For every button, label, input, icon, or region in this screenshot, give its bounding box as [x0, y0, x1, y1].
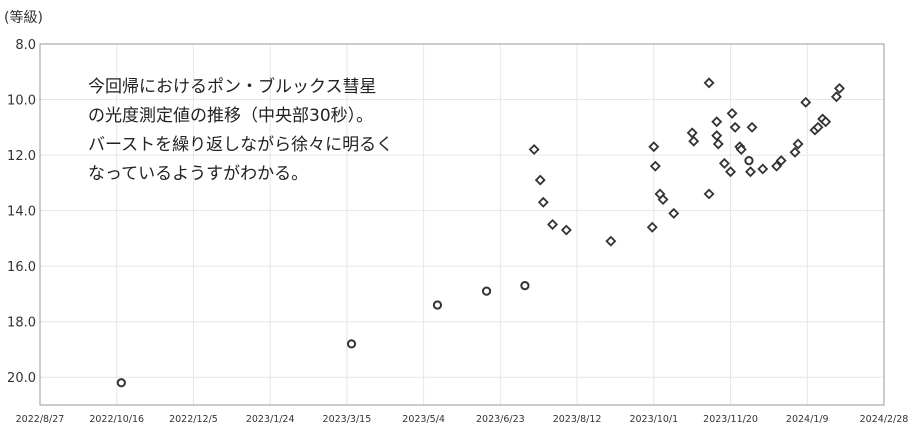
data-point [775, 155, 787, 167]
data-point [703, 188, 715, 200]
data-point [346, 339, 357, 349]
y-tick-label: 10.0 [7, 94, 36, 109]
data-point [789, 146, 801, 158]
y-tick-labels: 8.0 10.0 12.0 14.0 16.0 18.0 20.0 [7, 38, 36, 386]
x-tick-label: 2022/8/27 [16, 414, 65, 425]
data-point [745, 166, 756, 178]
x-tick-label: 2024/1/9 [786, 414, 829, 425]
data-point [686, 127, 698, 139]
data-point [520, 280, 530, 291]
x-tick-label: 2023/3/15 [323, 414, 372, 425]
data-point [560, 224, 572, 236]
data-point [712, 138, 724, 150]
annotation-line-1: 今回帰におけるポン・ブルックス彗星 [88, 76, 377, 97]
y-tick-label: 12.0 [7, 149, 36, 164]
data-point [537, 196, 549, 208]
data-point [735, 144, 747, 155]
data-point [800, 96, 812, 108]
data-point [534, 174, 546, 186]
y-tick-label: 20.0 [7, 371, 36, 386]
data-point [711, 116, 723, 128]
data-point [646, 221, 658, 233]
y-axis-label: (等級) [4, 9, 43, 26]
x-tick-label: 2024/2/28 [860, 414, 909, 425]
annotation-line-3: バーストを繰り返しながら徐々に明るく [88, 135, 393, 155]
data-point [605, 235, 617, 247]
data-point [744, 156, 754, 166]
data-point [812, 121, 824, 133]
data-point [771, 160, 783, 172]
plot-frame [39, 43, 885, 406]
x-tick-label: 2023/11/20 [703, 414, 758, 425]
data-point [657, 194, 669, 205]
data-point [703, 77, 715, 89]
data-point [711, 130, 723, 142]
data-point [729, 121, 741, 133]
annotation-line-2: の光度測定値の推移（中央部30秒）。 [88, 106, 373, 126]
data-point [432, 300, 443, 310]
x-tick-label: 2023/10/1 [629, 414, 678, 425]
y-tick-label: 18.0 [7, 316, 36, 331]
data-point [718, 157, 730, 169]
data-point [668, 207, 680, 219]
x-tick-labels: 2022/8/27 2022/10/16 2022/12/5 2023/1/24 202… [16, 414, 909, 425]
data-point [820, 116, 832, 128]
x-tick-label: 2022/12/5 [169, 414, 218, 425]
x-tick-label: 2022/10/16 [89, 414, 144, 425]
x-tick-label: 2023/1/24 [246, 414, 295, 425]
x-tick-label: 2023/8/12 [553, 414, 602, 425]
y-tick-label: 8.0 [15, 38, 36, 53]
data-point [649, 160, 661, 172]
data-point [116, 378, 126, 388]
data-point [725, 166, 737, 178]
y-tick-label: 16.0 [7, 260, 36, 275]
x-tick-label: 2023/5/4 [402, 414, 445, 425]
data-point [834, 82, 845, 94]
data-point [726, 107, 738, 119]
data-point [481, 286, 492, 296]
grid [39, 43, 885, 405]
data-point [688, 135, 700, 147]
y-tick-label: 14.0 [7, 205, 36, 220]
data-point [830, 91, 842, 103]
data-point [746, 121, 758, 133]
data-point [648, 141, 660, 153]
annotation-line-4: なっているようすがわかる。 [88, 164, 308, 184]
annotation: 今回帰におけるポン・ブルックス彗星 の光度測定値の推移（中央部30秒）。 バース… [88, 76, 393, 184]
data-point [757, 163, 769, 175]
data-point [547, 219, 559, 230]
data-point [792, 138, 804, 150]
data-point [528, 144, 540, 155]
data-points [116, 77, 845, 388]
x-tick-label: 2023/6/23 [476, 414, 525, 425]
